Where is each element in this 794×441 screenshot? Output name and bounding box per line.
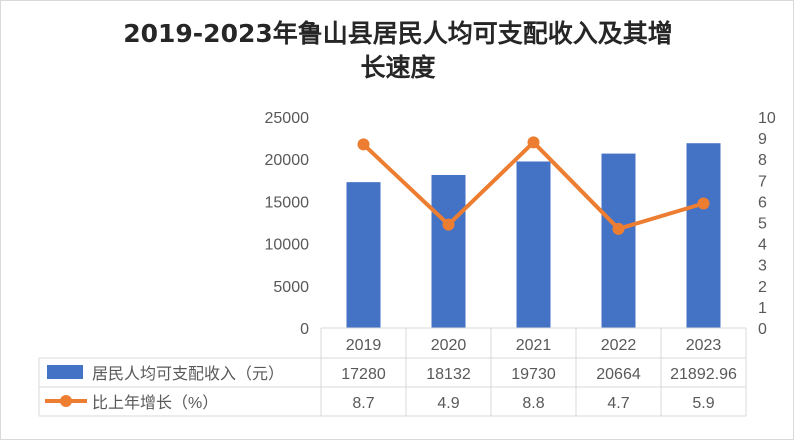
legend-bar-label: 居民人均可支配收入（元）	[92, 365, 284, 383]
line-point	[527, 136, 540, 149]
y-left-tick-label: 10000	[265, 237, 310, 254]
line-value-label: 4.7	[607, 395, 629, 412]
line-point	[442, 218, 455, 231]
category-label: 2020	[431, 337, 467, 354]
y-right-tick-label: 9	[758, 131, 767, 148]
bar	[516, 161, 551, 328]
legend-bar-swatch	[47, 365, 83, 379]
line-value-label: 8.7	[352, 395, 374, 412]
y-left-tick-label: 5000	[273, 279, 309, 296]
legend-line-marker	[60, 395, 72, 407]
y-left-tick-label: 15000	[265, 194, 310, 211]
chart-title-line-2: 长速度	[360, 53, 436, 82]
y-left-tick-label: 20000	[265, 152, 310, 169]
line-value-label: 4.9	[437, 395, 459, 412]
chart-title: 2019-2023年鲁山县居民人均可支配收入及其增 长速度	[1, 17, 794, 85]
line-value-label: 8.8	[522, 395, 544, 412]
category-label: 2023	[686, 337, 722, 354]
y-right-tick-label: 5	[758, 216, 767, 233]
y-right-tick-label: 10	[758, 110, 776, 127]
bar-value-label: 20664	[596, 366, 641, 383]
line-point	[357, 138, 370, 151]
bar	[346, 182, 381, 328]
bar-value-label: 19730	[511, 366, 556, 383]
line-point	[697, 197, 710, 210]
bar-value-label: 18132	[426, 366, 471, 383]
y-right-tick-label: 7	[758, 173, 767, 190]
chart-title-line-1: 2019-2023年鲁山县居民人均可支配收入及其增	[123, 19, 673, 48]
y-right-tick-label: 1	[758, 300, 767, 317]
y-right-tick-label: 6	[758, 194, 767, 211]
y-right-tick-label: 2	[758, 279, 767, 296]
bar-value-label: 17280	[341, 366, 386, 383]
bar-value-label: 21892.96	[670, 366, 737, 383]
category-label: 2022	[601, 337, 637, 354]
legend-line-label: 比上年增长（%）	[92, 394, 218, 412]
category-label: 2021	[516, 337, 552, 354]
bar	[686, 143, 721, 328]
y-right-tick-label: 0	[758, 321, 767, 338]
bar	[431, 174, 466, 328]
y-left-tick-label: 25000	[265, 110, 310, 127]
bar	[601, 153, 636, 328]
category-label: 2019	[346, 337, 382, 354]
y-right-tick-label: 8	[758, 152, 767, 169]
line-value-label: 5.9	[692, 395, 714, 412]
line-point	[612, 222, 625, 235]
y-left-tick-label: 0	[300, 321, 309, 338]
y-right-tick-label: 4	[758, 237, 767, 254]
y-right-tick-label: 3	[758, 258, 767, 275]
